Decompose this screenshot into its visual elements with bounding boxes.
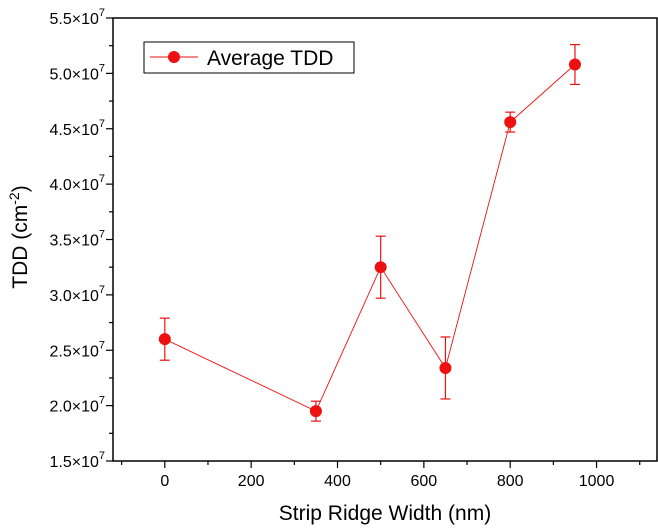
y-tick-mantissa: 4.0×10 [49,177,98,194]
y-axis-title-exponent: -2 [6,192,22,205]
y-tick-mantissa: 2.5×10 [49,343,98,360]
y-tick-exponent: 7 [99,173,105,185]
y-tick-mantissa: 5.0×10 [49,66,98,83]
y-tick-exponent: 7 [99,284,105,296]
y-tick-exponent: 7 [99,339,105,351]
y-tick-mantissa: 3.5×10 [49,233,98,250]
y-tick-label: 5.0×107 [49,62,105,83]
y-tick-label: 4.5×107 [49,118,105,139]
data-point [374,261,387,274]
y-tick-label: 3.5×107 [49,229,105,250]
y-tick-exponent: 7 [99,450,105,462]
y-tick-mantissa: 5.5×10 [49,11,98,28]
y-tick-exponent: 7 [99,118,105,130]
y-axis-title-base: TDD (cm [9,205,32,289]
x-tick-label: 0 [160,473,169,490]
data-point [309,405,322,418]
x-tick-label: 1000 [579,473,615,490]
data-point [439,361,452,374]
legend-marker [168,51,180,63]
x-tick-label: 400 [324,473,351,490]
y-tick-label: 4.0×107 [49,173,105,194]
x-axis-title: Strip Ridge Width (nm) [279,502,491,525]
y-tick-exponent: 7 [99,395,105,407]
y-tick-label: 5.5×107 [49,7,105,28]
series-line [164,64,576,412]
legend-label: Average TDD [207,47,333,70]
y-tick-mantissa: 4.5×10 [49,122,98,139]
y-axis-title-suffix: ) [9,185,32,192]
data-point [504,116,517,129]
data-point [158,333,171,346]
y-tick-label: 2.0×107 [49,395,105,416]
y-tick-mantissa: 1.5×10 [49,454,98,471]
data-point [568,58,581,71]
y-tick-label: 2.5×107 [49,339,105,360]
y-axis-title: TDD (cm-2) [6,185,32,288]
y-tick-exponent: 7 [99,7,105,19]
x-tick-label: 600 [411,473,438,490]
x-tick-label: 800 [497,473,524,490]
y-tick-label: 3.0×107 [49,284,105,305]
y-tick-label: 1.5×107 [49,450,105,471]
y-tick-mantissa: 3.0×10 [49,288,98,305]
x-tick-label: 200 [238,473,265,490]
y-tick-exponent: 7 [99,62,105,74]
y-tick-exponent: 7 [99,229,105,241]
y-tick-mantissa: 2.0×10 [49,399,98,416]
